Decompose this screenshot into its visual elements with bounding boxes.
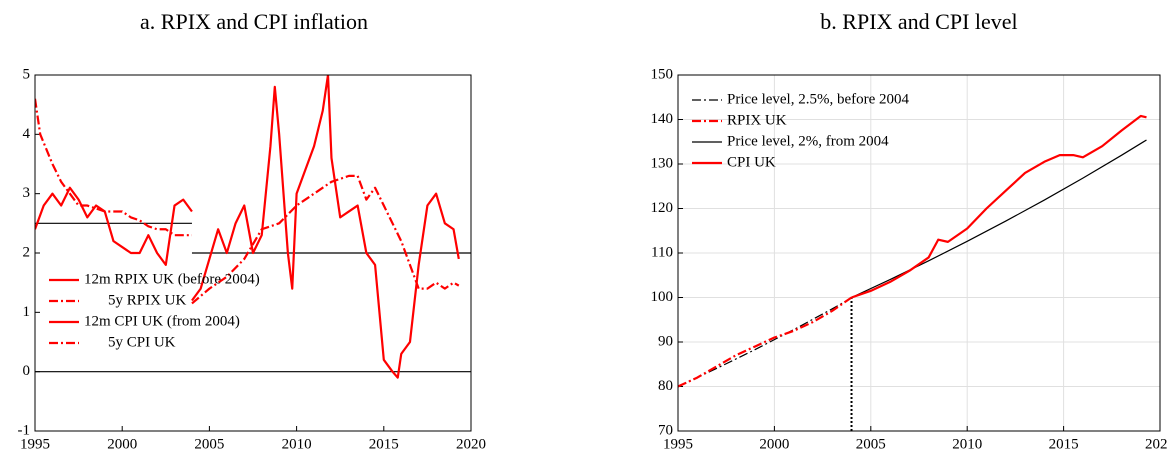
chart-title: a. RPIX and CPI inflation [140, 9, 368, 34]
x-tick-label: 2005 [194, 436, 224, 452]
x-tick-label: 2015 [369, 436, 399, 452]
x-tick-label: 1995 [663, 436, 693, 452]
y-tick-label: -1 [18, 422, 31, 438]
series-line [678, 296, 853, 388]
axes-box [677, 74, 1161, 432]
legend-label: CPI UK [727, 154, 776, 170]
y-tick-label: 5 [23, 66, 31, 82]
x-tick-label: 2000 [107, 436, 137, 452]
y-tick-label: 110 [651, 244, 673, 260]
y-tick-label: 120 [651, 200, 674, 216]
series-line [35, 186, 193, 266]
y-tick-label: 130 [651, 155, 674, 171]
y-tick-label: 90 [658, 333, 673, 349]
x-tick-label: 2015 [1049, 436, 1079, 452]
y-tick-label: 1 [23, 304, 31, 320]
x-tick-label: 2020 [456, 436, 486, 452]
legend-label: 12m CPI UK (from 2004) [84, 313, 240, 329]
series-line [191, 174, 460, 305]
y-tick-label: 100 [651, 289, 674, 305]
y-tick-label: 140 [651, 111, 674, 127]
y-tick-label: 150 [651, 66, 674, 82]
axes-box [34, 74, 472, 432]
legend-label: 5y CPI UK [108, 334, 176, 350]
legend-label: 5y RPIX UK [108, 292, 187, 308]
y-tick-label: 2 [23, 244, 31, 260]
y-tick-label: 4 [23, 126, 31, 142]
legend-label: RPIX UK [727, 112, 787, 128]
x-tick-label: 2010 [282, 436, 312, 452]
series-line [191, 75, 460, 379]
legend-label: Price level, 2%, from 2004 [727, 133, 889, 149]
x-tick-label: 1995 [20, 436, 50, 452]
legend-label: Price level, 2.5%, before 2004 [727, 91, 910, 107]
series-line [678, 297, 852, 388]
chart-title: b. RPIX and CPI level [820, 9, 1017, 34]
y-tick-label: 70 [658, 422, 673, 438]
y-tick-label: 0 [23, 363, 31, 379]
x-tick-label: 2000 [759, 436, 789, 452]
y-tick-label: 3 [23, 185, 31, 201]
x-tick-label: 2005 [856, 436, 886, 452]
y-tick-label: 80 [658, 378, 673, 394]
x-tick-label: 2020 [1145, 436, 1167, 452]
x-tick-label: 2010 [952, 436, 982, 452]
legend-label: 12m RPIX UK (before 2004) [84, 271, 260, 287]
series-line [851, 114, 1147, 299]
series-line [35, 98, 192, 237]
